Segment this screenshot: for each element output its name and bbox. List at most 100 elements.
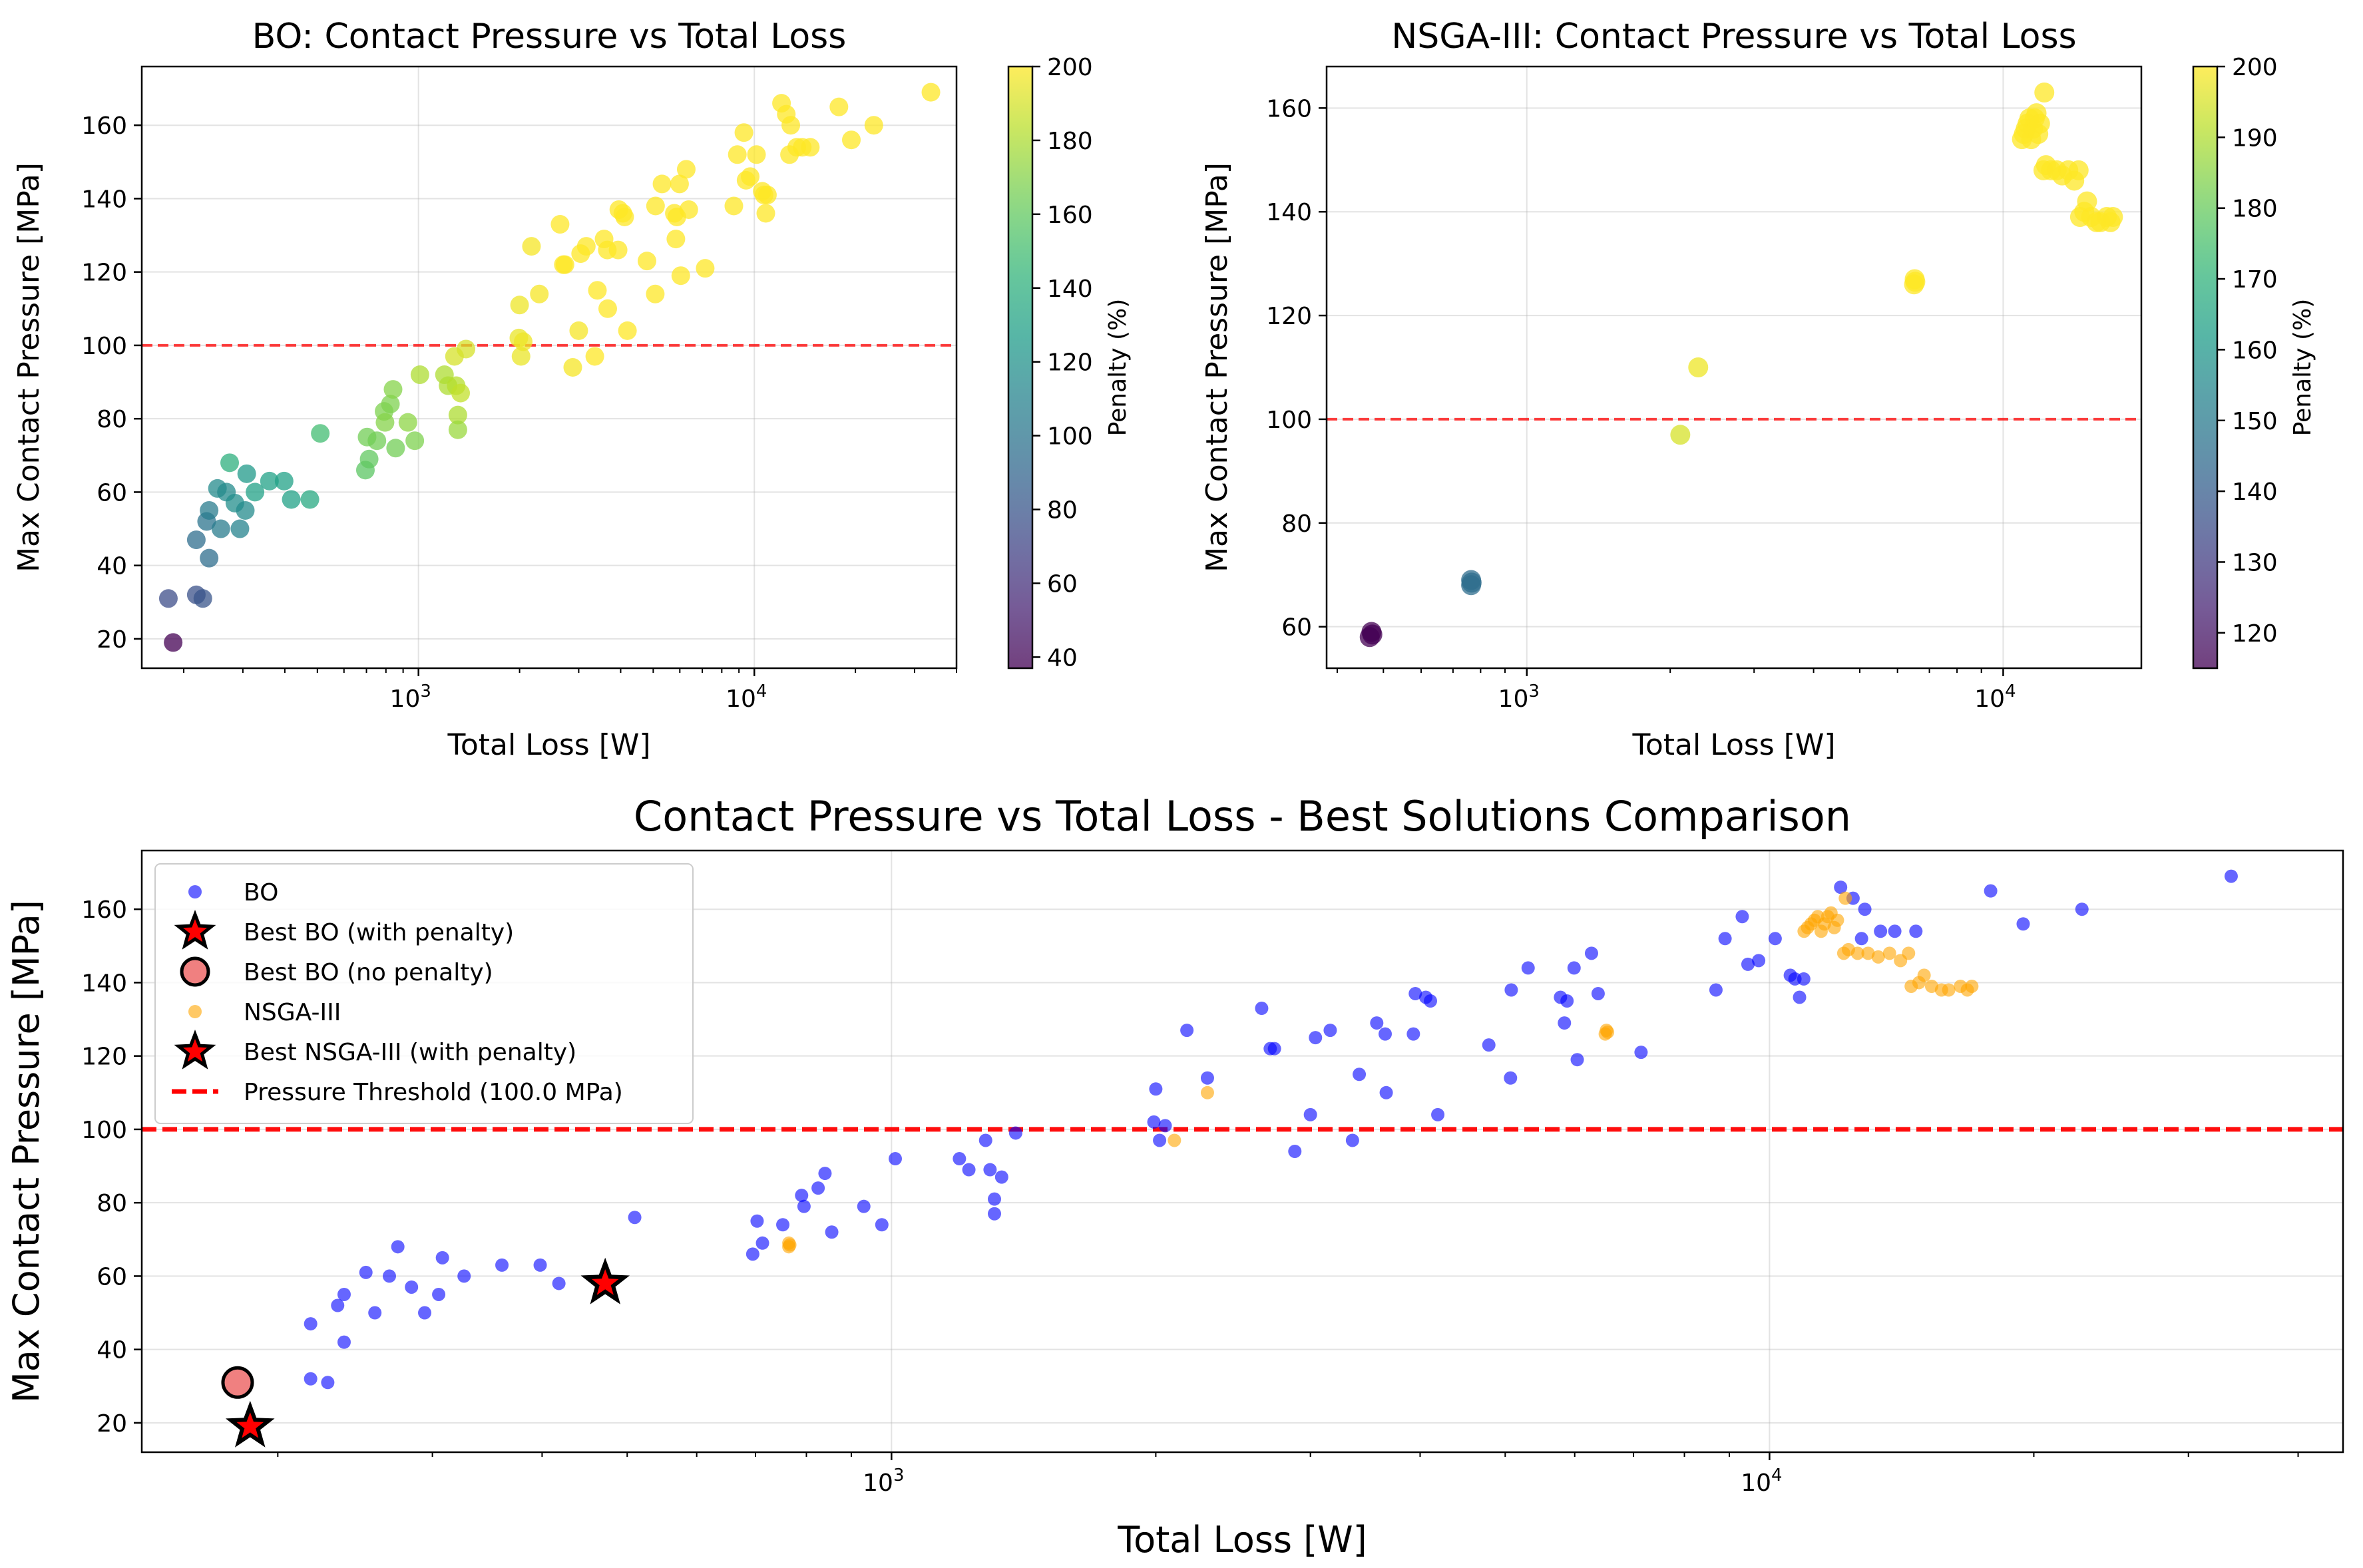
nsga-point (2103, 207, 2123, 227)
colorbar-tick-label: 120 (2232, 620, 2278, 648)
colorbar-tick-label: 180 (1047, 128, 1093, 155)
bo-point (1309, 1031, 1323, 1045)
bo-point (511, 347, 531, 366)
bo-point (1255, 1002, 1269, 1016)
bo-point (368, 1306, 382, 1320)
colorbar-tick-label: 140 (1047, 276, 1093, 303)
bo-point (598, 299, 617, 318)
colorbar-tick-label: 40 (1047, 644, 1078, 672)
bo-point (795, 1189, 809, 1203)
bo-point (451, 383, 471, 403)
bo-point (2016, 917, 2030, 931)
nsga-point (2030, 113, 2050, 134)
bo-point (2224, 869, 2238, 883)
nsga-point (1861, 946, 1875, 960)
bo-point (435, 1251, 449, 1265)
nsga-point (1850, 946, 1864, 960)
y-tick-label: 100 (81, 1117, 127, 1144)
nsga-point (783, 1238, 797, 1252)
bo-point (1353, 1068, 1367, 1081)
bo-point (1718, 932, 1732, 946)
bo-point (1200, 1071, 1214, 1085)
legend-star-marker (174, 909, 216, 950)
bo-point (1267, 1042, 1281, 1056)
nsga-point (1168, 1133, 1182, 1147)
bo-point (818, 1167, 832, 1181)
bo-point (555, 255, 574, 274)
bo-point (696, 259, 715, 278)
bo-point (679, 200, 698, 219)
bo-point (448, 405, 467, 425)
bo-point (513, 332, 533, 351)
bo-point (797, 1199, 811, 1213)
bo-point (646, 284, 665, 303)
bo-point (186, 530, 206, 550)
bo-point (987, 1207, 1001, 1221)
nsga-point (1917, 968, 1931, 982)
bo-point (628, 1211, 642, 1225)
bo-point (1768, 932, 1782, 946)
bo-point (994, 1170, 1008, 1184)
bo-point (331, 1298, 345, 1312)
nsga-point (1670, 425, 1691, 445)
colorbar-tick-label: 60 (1047, 570, 1078, 598)
bo-point (781, 116, 801, 135)
nsga-point (1200, 1085, 1214, 1099)
colorbar-tick-label: 160 (1047, 202, 1093, 229)
bo-point (756, 204, 775, 223)
bo-point (359, 449, 379, 469)
bo-point (382, 1269, 396, 1283)
bo-point (1567, 961, 1581, 975)
bo-point (1793, 990, 1807, 1004)
bo-point (666, 230, 686, 249)
bo-point (1180, 1024, 1194, 1038)
y-tick-label: 160 (81, 112, 127, 140)
bo-point (1909, 924, 1923, 938)
bo-point (1288, 1145, 1302, 1158)
bo-point (724, 196, 744, 216)
nsga-point (1902, 946, 1916, 960)
bo-point (962, 1163, 976, 1177)
bo-point (750, 1214, 764, 1228)
nsga-point (1362, 624, 1383, 645)
bo-point (200, 500, 219, 520)
bo-point (1634, 1046, 1648, 1060)
bo-point (282, 490, 301, 509)
x-tick-label: 104 (726, 682, 767, 713)
bo-point (337, 1287, 351, 1301)
bo-point (1153, 1133, 1167, 1147)
bo-point (445, 347, 464, 366)
x-tick-label: 103 (863, 1466, 904, 1497)
bo-point (432, 1287, 446, 1301)
y-tick-label: 140 (81, 970, 127, 997)
legend-circle-marker (180, 956, 210, 987)
nsga-colorbar: 120 130 140 150 160 170 180 190 200 Penalty (%) (2192, 54, 2316, 670)
bo-point (953, 1152, 967, 1166)
legend-label: Pressure Threshold (100.0 MPa) (244, 1079, 623, 1106)
comparison-frame (140, 849, 2344, 1454)
colorbar-tick-label: 190 (2232, 124, 2278, 152)
legend-star-marker (174, 1029, 216, 1070)
colorbar-bar (1007, 65, 1034, 670)
bo-point (1504, 1071, 1518, 1085)
bo-point (304, 1372, 318, 1386)
nsga-title: NSGA-III: Contact Pressure vs Total Loss (1391, 17, 2076, 57)
bo-point (1735, 910, 1749, 924)
y-tick-label: 20 (97, 1410, 127, 1438)
bo-point (304, 1317, 318, 1331)
nsga-point (1830, 913, 1844, 927)
y-tick-label: 20 (97, 626, 127, 654)
bo-point (1570, 1053, 1584, 1067)
y-tick-label: 80 (97, 1190, 127, 1217)
bo-point (1584, 946, 1598, 960)
bo-point (978, 1133, 992, 1147)
bo-point (448, 420, 467, 439)
bo-point (829, 97, 849, 116)
colorbar-tick-label: 150 (2232, 408, 2278, 435)
legend-bo-marker (188, 885, 202, 898)
bo-point (230, 519, 250, 538)
bo-point (1797, 972, 1811, 986)
y-tick-label: 100 (1266, 407, 1312, 434)
colorbar-tick-label: 80 (1047, 497, 1078, 524)
bo-point (386, 439, 405, 458)
